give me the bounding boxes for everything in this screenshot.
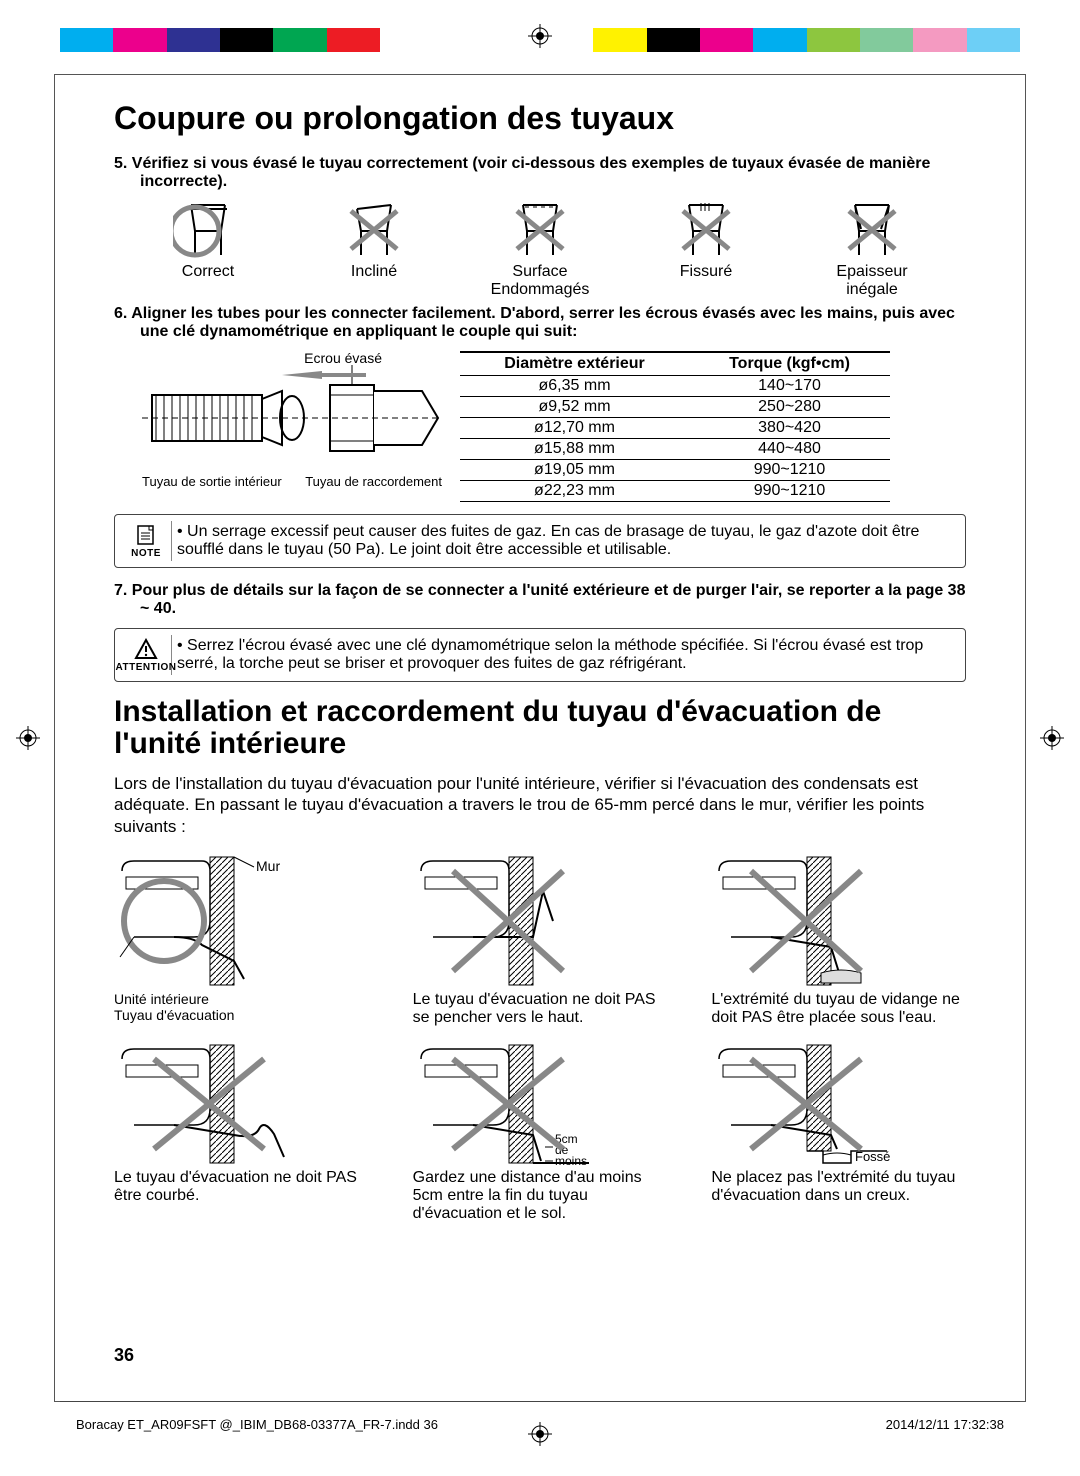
page-number: 36 xyxy=(114,1345,134,1366)
drain-not-in-ditch: Fossé Ne placez pas l'extrémité du tuyau… xyxy=(711,1039,966,1223)
attention-tag: ATTENTION xyxy=(121,635,172,675)
flare-correct-label: Correct xyxy=(182,263,234,280)
flare-damaged: Surface Endommagés xyxy=(485,201,595,299)
note-text: Un serrage excessif peut causer des fuit… xyxy=(177,523,919,558)
heading-drain-install: Installation et raccordement du tuyau d'… xyxy=(114,696,966,759)
page: Coupure ou prolongation des tuyaux 5. Vé… xyxy=(0,0,1080,1476)
flare-cracked-label: Fissuré xyxy=(680,263,732,280)
footer-filename: Boracay ET_AR09FSFT @_IBIM_DB68-03377A_F… xyxy=(76,1417,438,1432)
outlet-pipe-label: Tuyau de sortie intérieur xyxy=(142,474,282,489)
indoor-unit-label: Unité intérieure xyxy=(114,991,369,1007)
drain-no-bend: Le tuyau d'évacuation ne doit PAS être c… xyxy=(114,1039,369,1223)
drain-hose-label: Tuyau d'évacuation xyxy=(114,1007,369,1023)
step-5: 5. Vérifiez si vous évasé le tuyau corre… xyxy=(114,155,966,191)
torque-table: Diamètre extérieur Torque (kgf•cm) ø6,35… xyxy=(460,351,890,502)
flare-cracked: Fissuré xyxy=(651,201,761,299)
flare-uneven: Epaisseur inégale xyxy=(817,201,927,299)
torque-block: Ecrou évasé xyxy=(142,351,966,502)
col-torque: Torque (kgf•cm) xyxy=(689,352,890,376)
flare-inclined: Incliné xyxy=(319,201,429,299)
drain-5cm-gap: 5cmdemoins Gardez une distance d'au moin… xyxy=(413,1039,668,1223)
warning-icon xyxy=(134,638,158,660)
step-7: 7. Pour plus de détails sur la façon de … xyxy=(114,582,966,618)
drain-grid: Mur Unité intérieure Tuyau d'évacuation … xyxy=(114,851,966,1223)
drain-correct: Mur Unité intérieure Tuyau d'évacuation xyxy=(114,851,369,1027)
attention-callout: ATTENTION • Serrez l'écrou évasé avec un… xyxy=(114,628,966,682)
registration-mark-icon xyxy=(528,1422,552,1446)
note-callout: NOTE • Un serrage excessif peut causer d… xyxy=(114,514,966,568)
flare-inclined-label: Incliné xyxy=(351,263,397,280)
flare-damaged-label: Surface Endommagés xyxy=(491,263,590,298)
intro-text-2: Lors de l'installation du tuyau d'évacua… xyxy=(114,773,966,837)
flare-correct: Correct xyxy=(153,201,263,299)
content-area: Coupure ou prolongation des tuyaux 5. Vé… xyxy=(114,100,966,1223)
heading-pipe-cutting: Coupure ou prolongation des tuyaux xyxy=(114,100,966,137)
registration-mark-icon xyxy=(16,726,40,750)
torque-table-body: ø6,35 mm140~170 ø9,52 mm250~280 ø12,70 m… xyxy=(460,376,890,502)
svg-text:Mur: Mur xyxy=(256,858,280,874)
footer-timestamp: 2014/12/11 17:32:38 xyxy=(886,1417,1004,1432)
note-icon xyxy=(135,524,157,546)
step-6: 6. Aligner les tubes pour les connecter … xyxy=(114,305,966,341)
flare-nut-diagram: Ecrou évasé xyxy=(142,351,442,502)
footer-rule xyxy=(60,1401,1020,1402)
nut-label: Ecrou évasé xyxy=(304,351,382,366)
svg-text:Fossé: Fossé xyxy=(855,1149,890,1164)
attention-text: Serrez l'écrou évasé avec une clé dynamo… xyxy=(177,637,923,672)
registration-mark-icon xyxy=(528,24,552,48)
drain-no-upward: Le tuyau d'évacuation ne doit PAS se pen… xyxy=(413,851,668,1027)
registration-mark-icon xyxy=(1040,726,1064,750)
svg-text:moins: moins xyxy=(555,1154,587,1168)
note-tag: NOTE xyxy=(121,521,172,561)
flare-examples-row: Correct Incliné Surface Endommagés Fissu… xyxy=(114,201,966,299)
flare-uneven-label: Epaisseur inégale xyxy=(836,263,907,298)
drain-not-under-water: L'extrémité du tuyau de vidange ne doit … xyxy=(711,851,966,1027)
col-diameter: Diamètre extérieur xyxy=(460,352,689,376)
connection-pipe-label: Tuyau de raccordement xyxy=(305,474,442,489)
